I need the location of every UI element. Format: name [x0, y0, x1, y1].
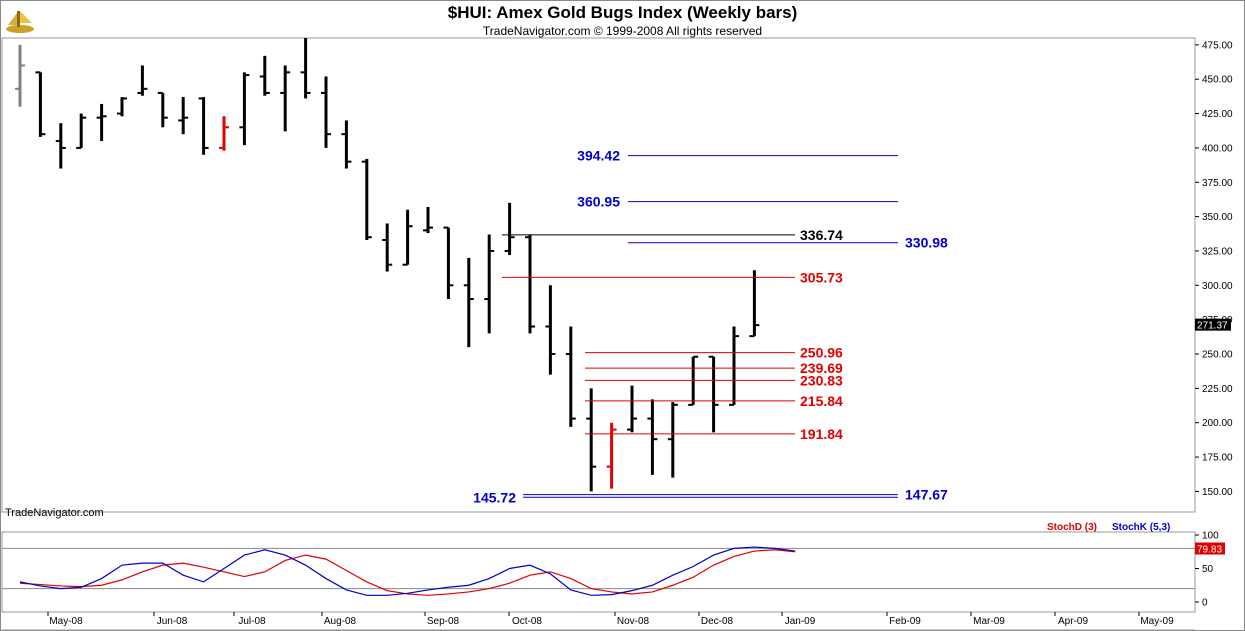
y-tick-label: 450.00: [1202, 75, 1233, 86]
level-label: 394.42: [577, 148, 620, 164]
level-label: 250.96: [800, 345, 843, 361]
legend-stochk: StochK (5,3): [1112, 522, 1170, 533]
stoch-y-tick-label: 50: [1202, 564, 1214, 575]
y-tick-label: 400.00: [1202, 143, 1233, 154]
level-label: 330.98: [905, 235, 948, 251]
y-tick-label: 325.00: [1202, 246, 1233, 257]
y-tick-label: 475.00: [1202, 40, 1233, 51]
x-tick-label: Apr-09: [1058, 616, 1088, 627]
x-tick-label: May-08: [49, 616, 83, 627]
y-tick-label: 200.00: [1202, 418, 1233, 429]
level-label: 147.67: [905, 487, 948, 503]
chart-subtitle: TradeNavigator.com © 1999-2008 All right…: [482, 24, 763, 38]
stoch-series-line: [19, 549, 796, 596]
watermark: TradeNavigator.com: [5, 507, 104, 519]
level-label: 305.73: [800, 269, 843, 285]
x-tick-label: Jan-09: [785, 616, 816, 627]
level-label: 230.83: [800, 372, 843, 388]
chart-title: $HUI: Amex Gold Bugs Index (Weekly bars): [447, 3, 798, 22]
x-tick-label: Jul-08: [238, 616, 266, 627]
stoch-last-box: [1195, 542, 1225, 555]
price-panel-frame: [1, 37, 1196, 513]
x-tick-label: Dec-08: [701, 616, 734, 627]
y-tick-label: 375.00: [1202, 178, 1233, 189]
last-price-box: [1195, 318, 1231, 331]
x-tick-label: Jun-08: [157, 616, 188, 627]
x-tick-label: Feb-09: [889, 616, 921, 627]
y-tick-label: 425.00: [1202, 109, 1233, 120]
level-label: 191.84: [800, 426, 843, 442]
x-tick-label: Oct-08: [512, 616, 542, 627]
x-tick-label: Mar-09: [973, 616, 1005, 627]
level-label: 336.74: [800, 227, 843, 243]
y-tick-label: 300.00: [1202, 281, 1233, 292]
y-tick-label: 225.00: [1202, 384, 1233, 395]
x-tick-label: Nov-08: [617, 616, 650, 627]
ship-logo-icon: [4, 5, 36, 35]
stoch-series-line: [19, 546, 796, 596]
y-tick-label: 150.00: [1202, 487, 1233, 498]
y-tick-label: 350.00: [1202, 212, 1233, 223]
stoch-y-tick-label: 0: [1202, 598, 1208, 609]
stoch-last-label: 79.83: [1197, 545, 1222, 556]
x-tick-label: Sep-08: [427, 616, 460, 627]
last-price-label: 271.37: [1197, 321, 1228, 332]
y-tick-label: 250.00: [1202, 350, 1233, 361]
x-tick-label: May-09: [1140, 616, 1174, 627]
stoch-panel-frame: [1, 531, 1196, 613]
level-label: 360.95: [577, 194, 620, 210]
level-label: 215.84: [800, 393, 843, 409]
level-label: 239.69: [800, 360, 843, 376]
y-tick-label: 175.00: [1202, 453, 1233, 464]
level-label: 145.72: [473, 489, 516, 505]
stoch-y-tick-label: 100: [1202, 531, 1219, 542]
x-tick-label: Aug-08: [324, 616, 357, 627]
legend-stochd: StochD (3): [1047, 522, 1097, 533]
